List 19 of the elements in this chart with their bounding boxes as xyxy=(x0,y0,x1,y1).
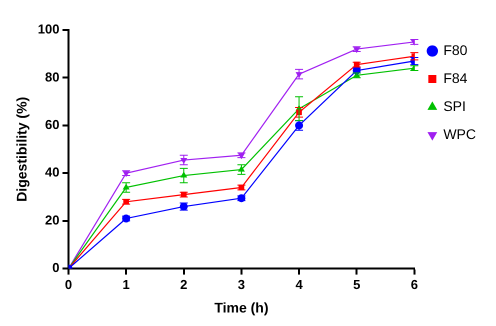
y-tick-label: 20 xyxy=(45,212,60,228)
y-tick-label: 80 xyxy=(45,69,60,84)
legend-label: WPC xyxy=(443,126,476,142)
x-axis-title: Time (h) xyxy=(214,299,269,316)
x-tick-label: 0 xyxy=(64,276,72,292)
legend-label: F84 xyxy=(443,70,468,86)
y-tick-label: 40 xyxy=(45,164,60,180)
y-tick-label: 0 xyxy=(52,260,60,276)
x-tick-label: 4 xyxy=(295,276,304,292)
x-tick-label: 2 xyxy=(180,276,188,292)
y-tick-label: 100 xyxy=(38,22,60,37)
x-tick-label: 5 xyxy=(353,276,360,292)
y-axis-title: Digestibility (%) xyxy=(13,96,30,202)
x-tick-label: 1 xyxy=(122,276,130,292)
y-tick-label: 60 xyxy=(45,117,60,132)
legend-label: SPI xyxy=(443,98,466,114)
x-tick-label: 3 xyxy=(238,276,246,292)
legend-label: F80 xyxy=(443,42,468,58)
x-tick-label: 6 xyxy=(410,276,418,292)
